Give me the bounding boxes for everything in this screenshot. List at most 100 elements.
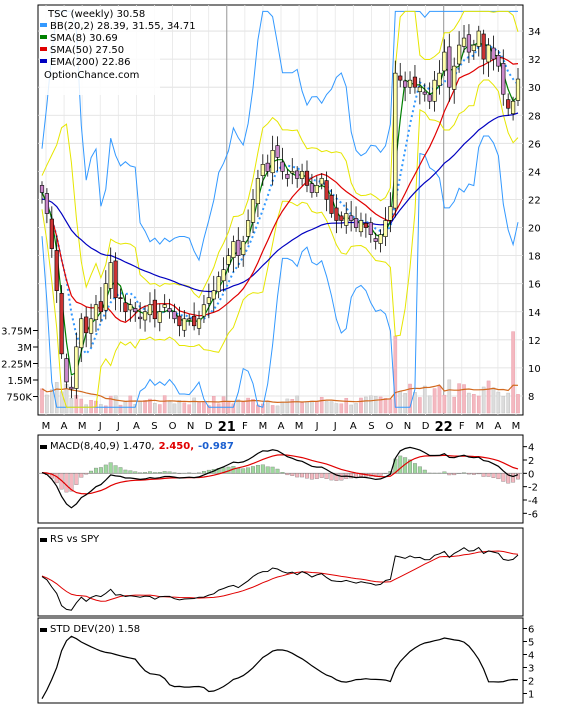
macd-histogram-bar: [69, 473, 74, 492]
volume-bar: [207, 405, 211, 414]
candle-body: [285, 173, 290, 179]
volume-bar: [202, 402, 206, 414]
month-label: N: [187, 421, 194, 432]
volume-bar: [285, 398, 290, 414]
macd-histogram-bar: [167, 471, 172, 474]
candle-body: [422, 91, 427, 95]
macd-histogram-bar: [378, 473, 383, 476]
macd-histogram-bar: [270, 466, 275, 474]
candle-body: [157, 311, 162, 323]
watermark: OptionChance.com: [44, 70, 139, 81]
macd-histogram-bar: [221, 467, 226, 474]
volume-bar: [506, 392, 510, 414]
macd-histogram-bar: [408, 459, 412, 474]
candle-body: [39, 185, 45, 193]
candle-body: [447, 46, 452, 88]
month-label: A: [350, 421, 357, 432]
candle-body: [118, 297, 123, 299]
candle-body: [506, 99, 511, 109]
legend-ema200: EMA(200) 22.86: [50, 57, 130, 68]
volume-bar: [162, 395, 167, 414]
macd-histogram-bar: [265, 466, 270, 474]
candle-body: [69, 386, 74, 390]
month-label: M: [78, 421, 87, 432]
volume-bar: [197, 402, 201, 414]
price-tick-label: 26: [528, 139, 541, 150]
volume-bar: [143, 400, 147, 414]
candle-body: [192, 315, 197, 327]
month-label: J: [98, 421, 102, 432]
volume-bar: [462, 384, 466, 414]
candle-body: [152, 299, 157, 320]
price-tick-label: 8: [528, 392, 534, 403]
candle-body: [304, 170, 310, 186]
macd-histogram-bar: [300, 473, 305, 478]
volume-bar: [329, 401, 334, 414]
macd-histogram-bar: [295, 473, 300, 478]
macd-histogram-bar: [486, 473, 491, 477]
candle-body: [363, 222, 368, 228]
legend-background: [40, 7, 160, 95]
candle-body: [442, 51, 447, 72]
macd-histogram-bar: [511, 473, 516, 483]
macd-histogram-bar: [285, 473, 290, 476]
macd-histogram-bar: [329, 473, 334, 481]
volume-bar: [138, 401, 142, 414]
candle-body: [319, 178, 324, 185]
macd-histogram-bar: [260, 464, 265, 474]
macd-histogram-bar: [496, 473, 501, 480]
candle-body: [236, 239, 241, 256]
sd-tick-label: 5: [528, 638, 534, 649]
volume-bar: [305, 401, 309, 414]
candle-body: [349, 215, 354, 221]
macd-histogram-bar: [157, 472, 162, 474]
candle-body: [133, 308, 138, 313]
candle-body: [226, 255, 231, 265]
volume-bar: [310, 400, 314, 414]
macd-histogram-bar: [481, 473, 486, 477]
candle-body: [358, 220, 364, 233]
month-label: F: [242, 421, 248, 432]
macd-histogram-bar: [251, 466, 255, 474]
volume-bar: [108, 395, 113, 414]
macd-line: [41, 446, 519, 509]
volume-bar: [177, 400, 182, 414]
volume-bar: [501, 396, 506, 414]
volume-bar: [413, 392, 417, 414]
month-label: M: [259, 421, 268, 432]
candle-body: [84, 316, 89, 334]
candle-body: [339, 215, 344, 221]
volume-bar: [349, 404, 353, 414]
macd-histogram-bar: [79, 473, 84, 478]
candle-body: [265, 162, 270, 172]
candle-body: [241, 241, 246, 255]
macd-histogram-bar: [491, 473, 496, 478]
volume-tick-label: 750K: [6, 393, 32, 404]
legend-bb: BB(20,2) 28.39, 31.55, 34.71: [50, 21, 196, 32]
candle-body: [177, 315, 182, 327]
candle-body: [221, 269, 226, 282]
volume-average-line: [41, 384, 519, 404]
candle-body: [49, 218, 54, 249]
sd-tick-label: 3: [528, 664, 534, 675]
volume-bar: [182, 402, 187, 414]
volume-bar: [280, 401, 285, 414]
macd-histogram-bar: [133, 471, 138, 474]
candle-body: [88, 318, 94, 334]
volume-bar: [54, 382, 59, 414]
macd-value-black: MACD(8,40,9) 1.470,: [50, 441, 155, 452]
volume-bar: [472, 394, 476, 414]
candle-body: [412, 76, 418, 88]
candle-body: [211, 290, 216, 300]
macd-histogram-bar: [201, 471, 206, 474]
month-label: J: [315, 421, 319, 432]
month-label: J: [333, 421, 337, 432]
volume-bar: [442, 394, 447, 414]
candlesticks: [39, 24, 521, 399]
volume-bar: [344, 398, 349, 414]
macd-histogram-bar: [148, 471, 152, 474]
macd-histogram-bar: [349, 473, 354, 479]
legend-swatch-ema200: [40, 59, 47, 63]
macd-histogram-bar: [236, 468, 241, 474]
candle-body: [481, 33, 486, 60]
